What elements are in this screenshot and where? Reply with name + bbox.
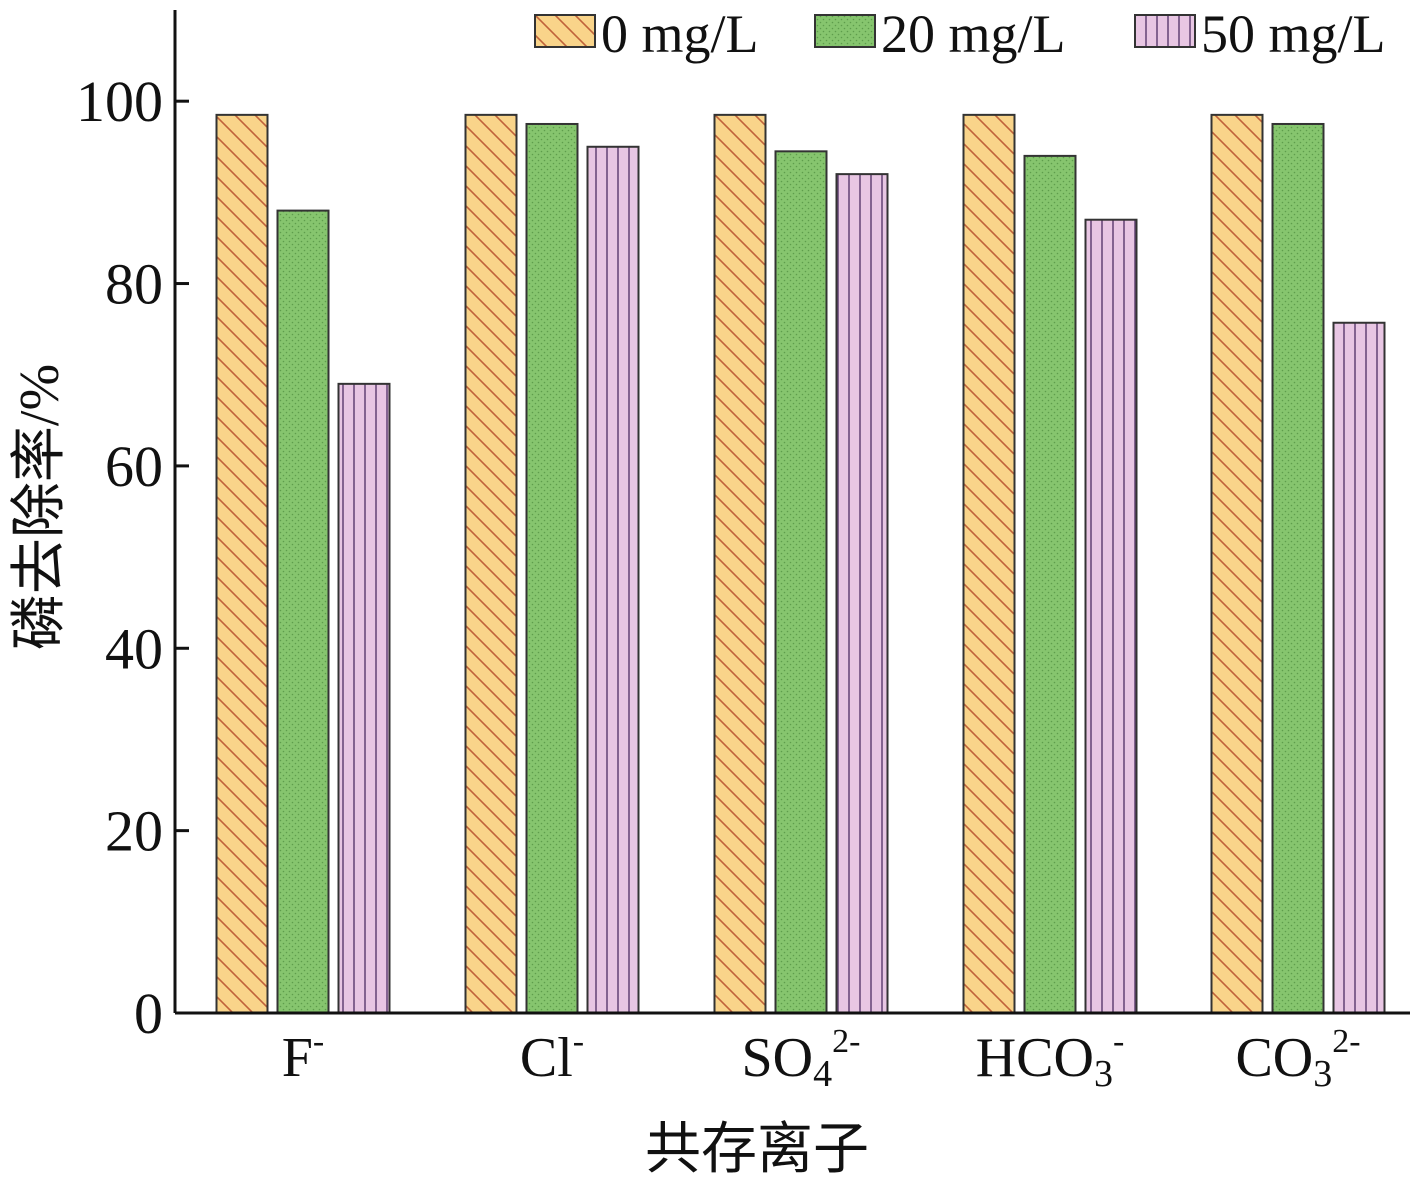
x-axis-title: 共存离子 — [645, 1119, 869, 1181]
bar — [774, 150, 828, 1014]
legend-swatch — [534, 14, 596, 48]
bar — [1210, 113, 1264, 1015]
y-tick-label: 100 — [76, 69, 163, 134]
bar — [1084, 218, 1138, 1014]
bar — [337, 382, 391, 1014]
legend-label: 0 mg/L — [601, 4, 759, 64]
x-tick-label: Cl- — [520, 1023, 584, 1089]
bar — [215, 113, 269, 1015]
x-tick-label: SO42- — [742, 1023, 861, 1095]
bar — [962, 113, 1016, 1015]
y-tick-label: 0 — [134, 981, 163, 1046]
x-tick-label: CO32- — [1235, 1023, 1360, 1095]
bar — [464, 113, 518, 1015]
y-tick-label: 40 — [105, 616, 163, 681]
legend-swatch — [814, 14, 876, 48]
y-axis-title: 磷去除率/% — [9, 364, 71, 650]
bar — [586, 145, 640, 1015]
bar — [713, 113, 767, 1015]
legend: 0 mg/L 20 mg/L 50 mg/L — [534, 4, 1386, 64]
bar — [525, 122, 579, 1014]
bar — [1332, 321, 1386, 1014]
legend-swatch — [1134, 14, 1196, 48]
y-tick-label: 20 — [105, 799, 163, 864]
bar — [1271, 122, 1325, 1014]
bar — [1023, 154, 1077, 1014]
axes — [173, 10, 1410, 1015]
x-tick-labels: F- Cl- SO42- HCO3- CO32- — [282, 1023, 1361, 1095]
legend-label: 20 mg/L — [881, 4, 1066, 64]
x-tick-label: F- — [282, 1023, 324, 1089]
legend-label: 50 mg/L — [1201, 4, 1386, 64]
x-tick-label: HCO3- — [976, 1023, 1125, 1095]
y-tick-label: 60 — [105, 434, 163, 499]
bar — [276, 209, 330, 1015]
bars-group — [215, 113, 1386, 1015]
y-tick-label: 80 — [105, 252, 163, 317]
bar — [835, 173, 889, 1015]
y-ticks: 0 20 40 60 80 100 — [76, 69, 189, 1046]
